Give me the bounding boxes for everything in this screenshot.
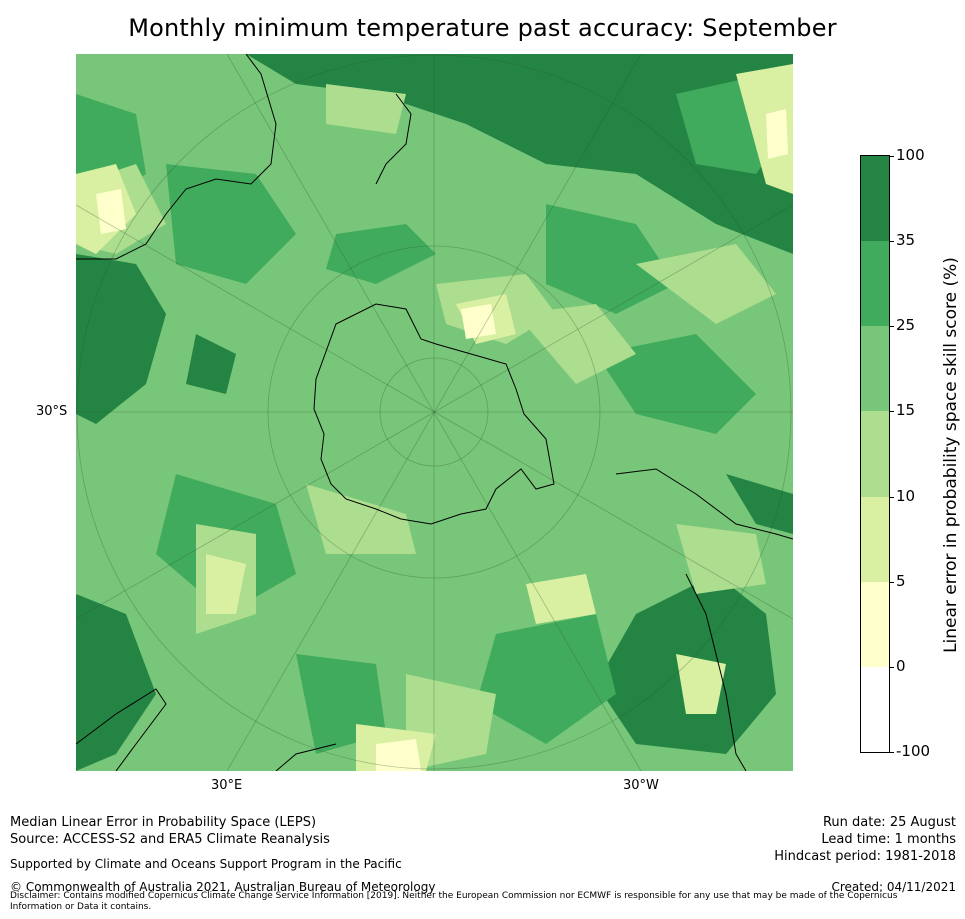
lead-time: Lead time: 1 months [821,832,956,847]
lon-tick-label: 30°W [623,778,659,793]
footer-method: Median Linear Error in Probability Space… [10,815,317,830]
created-date: Created: 04/11/2021 [831,880,956,894]
colorbar-tick-label: 10 [896,486,916,505]
colorbar-tick-label: 35 [896,231,916,250]
colorbar-tick-label: 0 [896,656,906,675]
footer-copyright: © Commonwealth of Australia 2021, Austra… [10,880,436,894]
colorbar-tick-label: -100 [896,742,931,760]
colorbar-tick-label: 100 [896,146,925,164]
footer-disclaimer: Disclaimer: Contains modified Copernicus… [10,891,898,912]
colorbar-tick-mark [889,411,894,413]
skill-score-map [76,54,793,771]
hindcast-period: Hindcast period: 1981-2018 [774,849,956,864]
colorbar-tick-label: 5 [896,571,906,590]
colorbar-tick-label: 25 [896,316,916,335]
footer-left: Median Linear Error in Probability Space… [10,814,435,896]
colorbar-bin [861,411,889,497]
colorbar-tick-mark [889,581,894,583]
colorbar-tick-mark [889,241,894,243]
colorbar-bin [861,156,889,242]
colorbar-tick-mark [889,666,894,668]
lon-tick-label: 30°E [211,778,243,793]
colorbar-bin [861,666,889,752]
run-date: Run date: 25 August [822,815,956,830]
colorbar-tick-mark [889,156,894,157]
colorbar-tick-label: 15 [896,401,916,420]
footer-source: Source: ACCESS-S2 and ERA5 Climate Reana… [10,832,330,847]
footer-right: Run date: 25 August Lead time: 1 months … [774,814,956,896]
colorbar-bin [861,581,889,667]
colorbar [860,155,890,753]
colorbar-tick-mark [889,496,894,498]
chart-title: Monthly minimum temperature past accurac… [128,14,837,42]
colorbar-label: Linear error in probability space skill … [941,257,961,653]
footer-support: Supported by Climate and Oceans Support … [10,857,402,871]
colorbar-tick-mark [889,326,894,328]
colorbar-tick-mark [889,752,894,753]
map-panel [76,54,793,771]
colorbar-bin [861,241,889,327]
lat-tick-label: 30°S [36,404,68,419]
colorbar-bin [861,496,889,582]
colorbar-bin [861,326,889,412]
